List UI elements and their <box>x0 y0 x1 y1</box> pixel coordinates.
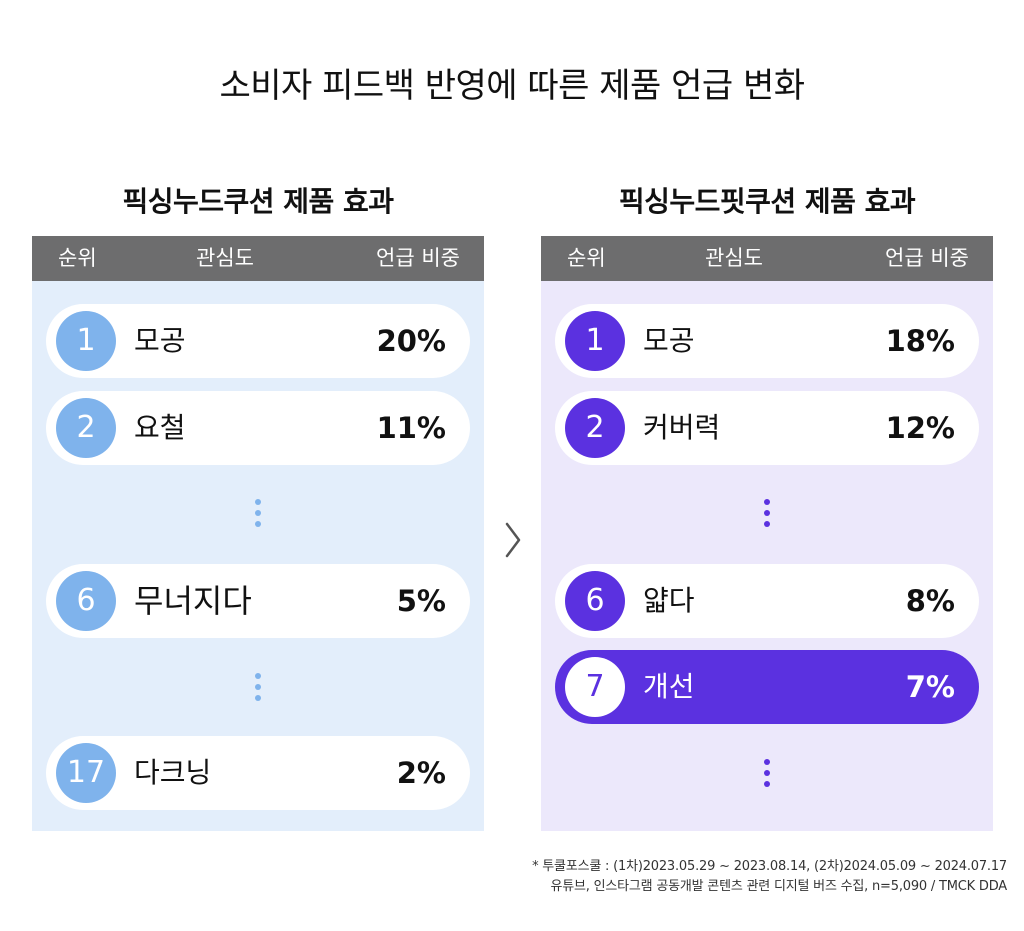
right-table-body: 1 모공 18% 2 커버력 12% 6 얇다 8% 7 개선 7% <box>541 281 993 831</box>
keyword-label: 커버력 <box>643 411 721 444</box>
right-panel: 픽싱누드핏쿠션 제품 효과 순위 관심도 언급 비중 1 모공 18% 2 커버… <box>541 182 993 831</box>
table-row: 6 무너지다 5% <box>46 564 470 638</box>
right-table-header: 순위 관심도 언급 비중 <box>541 236 993 281</box>
keyword-label: 얇다 <box>643 584 695 617</box>
header-interest: 관심도 <box>705 246 763 270</box>
table-row: 1 모공 18% <box>555 304 979 378</box>
table-row: 2 커버력 12% <box>555 391 979 465</box>
left-table-header: 순위 관심도 언급 비중 <box>32 236 484 281</box>
keyword-label: 무너지다 <box>134 582 252 620</box>
rank-badge: 6 <box>565 571 625 631</box>
share-value: 18% <box>885 324 955 358</box>
share-value: 11% <box>376 411 446 445</box>
share-value: 7% <box>905 670 955 704</box>
rank-badge: 6 <box>56 571 116 631</box>
ellipsis-dots-icon <box>764 759 770 792</box>
header-share: 언급 비중 <box>885 246 969 270</box>
left-panel: 픽싱누드쿠션 제품 효과 순위 관심도 언급 비중 1 모공 20% 2 요철 … <box>32 182 484 831</box>
table-row-highlighted: 7 개선 7% <box>555 650 979 724</box>
keyword-label: 모공 <box>643 324 695 357</box>
table-row: 1 모공 20% <box>46 304 470 378</box>
rank-badge: 2 <box>565 398 625 458</box>
table-row: 6 얇다 8% <box>555 564 979 638</box>
left-table-body: 1 모공 20% 2 요철 11% 6 무너지다 5% 17 다크닝 2% <box>32 281 484 831</box>
footnote-line-1: * 투쿨포스쿨 : (1차)2023.05.29 ~ 2023.08.14, (… <box>532 859 1007 874</box>
keyword-label: 요철 <box>134 411 186 444</box>
share-value: 12% <box>885 411 955 445</box>
right-panel-title: 픽싱누드핏쿠션 제품 효과 <box>618 185 916 218</box>
header-interest: 관심도 <box>196 246 254 270</box>
header-rank: 순위 <box>567 246 606 270</box>
footnote: * 투쿨포스쿨 : (1차)2023.05.29 ~ 2023.08.14, (… <box>532 857 1007 897</box>
rank-badge: 1 <box>56 311 116 371</box>
left-panel-title: 픽싱누드쿠션 제품 효과 <box>122 185 394 218</box>
share-value: 20% <box>376 324 446 358</box>
share-value: 8% <box>905 584 955 618</box>
table-row: 2 요철 11% <box>46 391 470 465</box>
ellipsis-dots-icon <box>764 499 770 532</box>
rank-badge: 17 <box>56 743 116 803</box>
footnote-line-2: 유튜브, 인스타그램 공동개발 콘텐츠 관련 디지털 버즈 수집, n=5,09… <box>550 879 1007 894</box>
share-value: 2% <box>396 756 446 790</box>
rank-badge: 2 <box>56 398 116 458</box>
header-rank: 순위 <box>58 246 97 270</box>
keyword-label: 개선 <box>643 670 695 703</box>
chevron-right-icon <box>505 522 521 558</box>
share-value: 5% <box>396 584 446 618</box>
ellipsis-dots-icon <box>255 499 261 532</box>
ellipsis-dots-icon <box>255 673 261 706</box>
header-share: 언급 비중 <box>376 246 460 270</box>
table-row: 17 다크닝 2% <box>46 736 470 810</box>
keyword-label: 다크닝 <box>134 756 212 789</box>
rank-badge: 1 <box>565 311 625 371</box>
keyword-label: 모공 <box>134 324 186 357</box>
page-title: 소비자 피드백 반영에 따른 제품 언급 변화 <box>219 66 805 106</box>
rank-badge: 7 <box>565 657 625 717</box>
